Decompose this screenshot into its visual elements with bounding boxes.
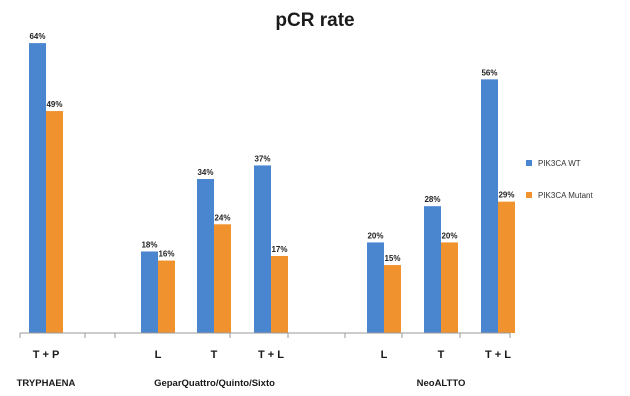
legend: PIK3CA WT PIK3CA Mutant	[526, 159, 593, 200]
data-label-wt-1: 18%	[141, 240, 157, 249]
data-label-mutant-0: 49%	[46, 100, 62, 109]
category-label-3: T + L	[258, 349, 284, 361]
labels-layer: 64% 18% 34% 37% 20% 28% 56% 49% 16% 24% 17% 15% 20% 2…	[29, 32, 514, 263]
category-label-2: T	[211, 349, 218, 361]
data-label-wt-4: 20%	[367, 231, 383, 240]
legend-label-wt: PIK3CA WT	[538, 159, 581, 168]
data-label-mutant-1: 16%	[158, 250, 174, 259]
data-label-wt-6: 56%	[481, 68, 497, 77]
data-label-mutant-6: 29%	[498, 191, 514, 200]
bar-wt-0	[29, 43, 46, 333]
category-label-6: T + L	[485, 349, 511, 361]
bar-wt-2	[197, 179, 214, 333]
bar-mutant-0	[46, 111, 63, 333]
bar-mutant-1	[158, 260, 175, 333]
group-label-1: GeparQuattro/Quinto/Sixto	[154, 378, 275, 389]
data-label-wt-3: 37%	[254, 154, 270, 163]
legend-swatch-wt	[526, 160, 532, 166]
bar-mutant-6	[498, 201, 515, 333]
data-label-wt-5: 28%	[424, 195, 440, 204]
category-labels-layer: T + P L T T + L L T T + L	[33, 349, 512, 361]
ticks-layer	[19, 333, 511, 338]
group-labels-layer: TRYPHAENA GeparQuattro/Quinto/Sixto NeoALT…	[17, 378, 466, 389]
data-label-mutant-3: 17%	[271, 245, 287, 254]
legend-label-mutant: PIK3CA Mutant	[538, 191, 593, 200]
group-label-0: TRYPHAENA	[17, 378, 76, 389]
category-label-1: L	[155, 349, 162, 361]
bar-wt-1	[141, 251, 158, 333]
category-label-4: L	[381, 349, 388, 361]
bar-wt-3	[254, 165, 271, 333]
group-label-2: NeoALTTO	[417, 378, 466, 389]
bar-mutant-5	[441, 242, 458, 333]
bars-layer	[29, 43, 515, 334]
chart-title: pCR rate	[275, 10, 354, 31]
bar-mutant-4	[384, 265, 401, 333]
legend-swatch-mutant	[526, 192, 532, 198]
bar-wt-4	[367, 242, 384, 333]
bar-wt-6	[481, 79, 498, 334]
bar-wt-5	[424, 206, 441, 333]
data-label-mutant-5: 20%	[441, 231, 457, 240]
bar-mutant-3	[271, 256, 288, 333]
data-label-wt-0: 64%	[29, 32, 45, 41]
data-label-mutant-2: 24%	[214, 213, 230, 222]
bar-mutant-2	[214, 224, 231, 333]
data-label-mutant-4: 15%	[384, 254, 400, 263]
data-label-wt-2: 34%	[197, 168, 213, 177]
category-label-0: T + P	[33, 349, 60, 361]
category-label-5: T	[438, 349, 445, 361]
